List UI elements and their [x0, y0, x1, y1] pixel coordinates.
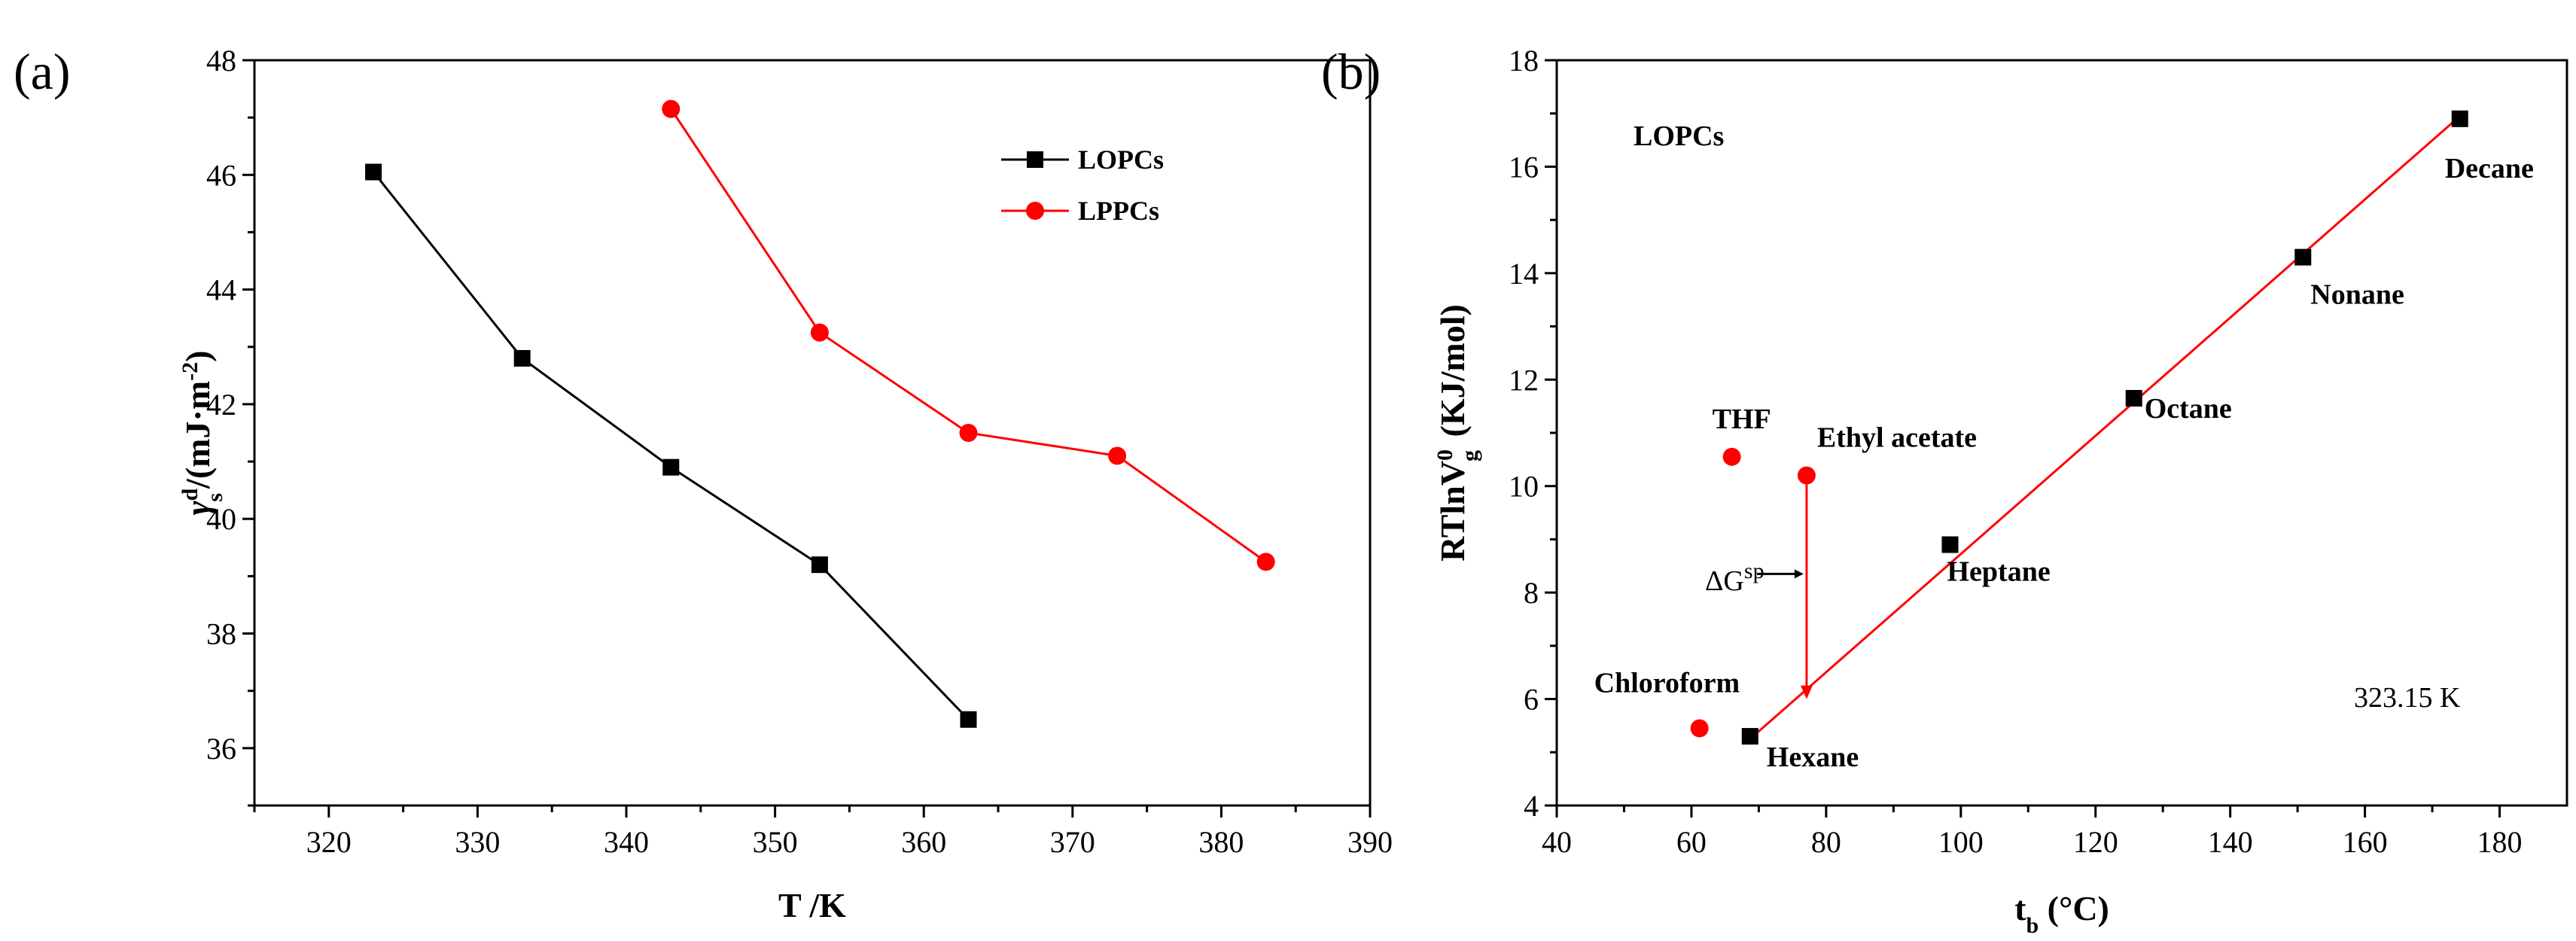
panel-a-x-tick-label: 350 [753, 825, 798, 859]
panel-b-x-tick-label: 80 [1811, 825, 1841, 859]
panel-a: (a) 320 330 340 350 360 370 380 390 36 38 40 42 44 4… [14, 43, 1393, 924]
series-lppcs-line [670, 108, 1267, 563]
panel-b-title: LOPCs [1634, 120, 1724, 152]
panel-a-label: (a) [14, 43, 70, 100]
panel-a-x-tick-label: 380 [1198, 825, 1244, 859]
panel-b-marks: Hexane Heptane Octane Nonane Decane THF Ethyl … [1594, 110, 2534, 773]
panel-b: (b) 40 60 80 100 120 140 160 180 4681012141618 … [1321, 43, 2568, 938]
alkane-label-decane: Decane [2445, 153, 2534, 184]
temperature-label: 323.15 K [2354, 682, 2461, 714]
panel-a-x-axis: 320 330 340 350 360 370 380 390 [253, 805, 1393, 859]
panel-a-x-tick-label: 330 [455, 825, 500, 859]
panel-a-y-tick-label: 42 [206, 388, 236, 422]
panel-b-x-axis: 40 60 80 100 120 140 160 180 [1542, 805, 2523, 859]
panel-b-y-tick-label: 8 [1524, 576, 1539, 610]
panel-a-legend: LOPCs LPPCs [1001, 145, 1164, 226]
panel-a-series [365, 99, 1275, 728]
point-lopcs [365, 163, 382, 181]
legend-lopcs-label: LOPCs [1078, 145, 1164, 175]
panel-a-y-tick-label: 44 [206, 273, 236, 307]
panel-a-y-tick-label: 40 [206, 502, 236, 536]
panel-a-x-axis-title: T /K [778, 886, 846, 924]
alkane-label-nonane: Nonane [2310, 279, 2404, 311]
delta-g-pointer-head [1794, 569, 1804, 579]
panel-a-x-tick-label: 340 [604, 825, 649, 859]
panel-b-x-axis-title: tb (°C) [2014, 889, 2109, 938]
alkane-point-octane [2125, 390, 2142, 407]
panel-a-y-tick-label: 38 [206, 617, 236, 651]
alkane-label-octane: Octane [2145, 393, 2232, 425]
panel-b-x-tick-label: 100 [1938, 825, 1984, 859]
panel-b-x-tick-label: 40 [1542, 825, 1572, 859]
probe-label-thf: THF [1713, 404, 1771, 435]
panel-b-y-axis-title: RTlnV0g (KJ/mol) [1433, 304, 1482, 562]
alkane-label-heptane: Heptane [1947, 556, 2050, 588]
point-lopcs [662, 458, 680, 476]
legend-lppcs-label: LPPCs [1078, 196, 1159, 226]
panel-b-y-tick-label: 4 [1524, 789, 1539, 823]
probe-point-chloroform [1690, 719, 1709, 738]
point-lppcs [959, 424, 978, 442]
panel-b-y-tick-label: 14 [1509, 257, 1539, 291]
alkane-label-hexane: Hexane [1767, 742, 1859, 773]
panel-b-y-tick-label: 12 [1509, 363, 1539, 397]
panel-b-y-tick-label: 6 [1524, 683, 1539, 717]
panel-a-x-tick-label: 320 [306, 825, 352, 859]
point-lopcs [960, 711, 977, 728]
panel-a-y-tick-label: 48 [206, 44, 236, 78]
panel-a-y-axis-title: γds/(mJ·m-2) [178, 351, 227, 516]
alkane-fit-line [1749, 115, 2461, 740]
alkane-point-hexane [1741, 728, 1758, 745]
delta-g-arrow-head [1800, 685, 1813, 699]
panel-b-label: (b) [1321, 43, 1381, 100]
point-lopcs [513, 350, 531, 367]
probe-label-chloroform: Chloroform [1594, 667, 1740, 699]
panel-b-y-tick-label: 18 [1509, 44, 1539, 78]
legend-lopcs-marker [1027, 151, 1043, 168]
alkane-point-nonane [2294, 248, 2312, 266]
series-lopcs-line [372, 171, 970, 720]
panel-a-x-tick-label: 370 [1050, 825, 1095, 859]
probe-label-ethyl-acetate: Ethyl acetate [1817, 422, 1977, 454]
probe-point-thf [1722, 447, 1741, 466]
alkane-point-decane [2451, 110, 2468, 127]
alkane-point-heptane [1941, 536, 1959, 553]
panel-b-x-tick-label: 160 [2343, 825, 2388, 859]
legend-lppcs-marker [1026, 202, 1044, 220]
point-lppcs [1256, 553, 1275, 571]
panel-a-y-axis: 36 38 40 42 44 46 48 [206, 44, 254, 807]
panel-b-x-tick-label: 140 [2208, 825, 2253, 859]
panel-b-x-tick-label: 180 [2477, 825, 2523, 859]
panel-a-plot-frame [253, 59, 1372, 807]
delta-g-label: ΔGsp [1705, 559, 1765, 598]
panel-a-y-tick-label: 36 [206, 732, 236, 766]
panel-a-x-tick-label: 390 [1347, 825, 1393, 859]
panel-b-y-axis: 4 6 8 10 12 14 16 18 [1509, 44, 1557, 823]
point-lopcs [811, 556, 828, 574]
panel-b-y-tick-label: 16 [1509, 150, 1539, 184]
panel-b-y-tick-label: 10 [1509, 470, 1539, 504]
panel-a-x-tick-label: 360 [901, 825, 946, 859]
panel-b-x-tick-label: 60 [1676, 825, 1707, 859]
point-lppcs [662, 99, 681, 118]
panel-a-y-tick-label: 46 [206, 158, 236, 192]
point-lppcs [810, 323, 829, 342]
point-lppcs [1108, 446, 1127, 465]
panel-b-x-tick-label: 120 [2073, 825, 2118, 859]
